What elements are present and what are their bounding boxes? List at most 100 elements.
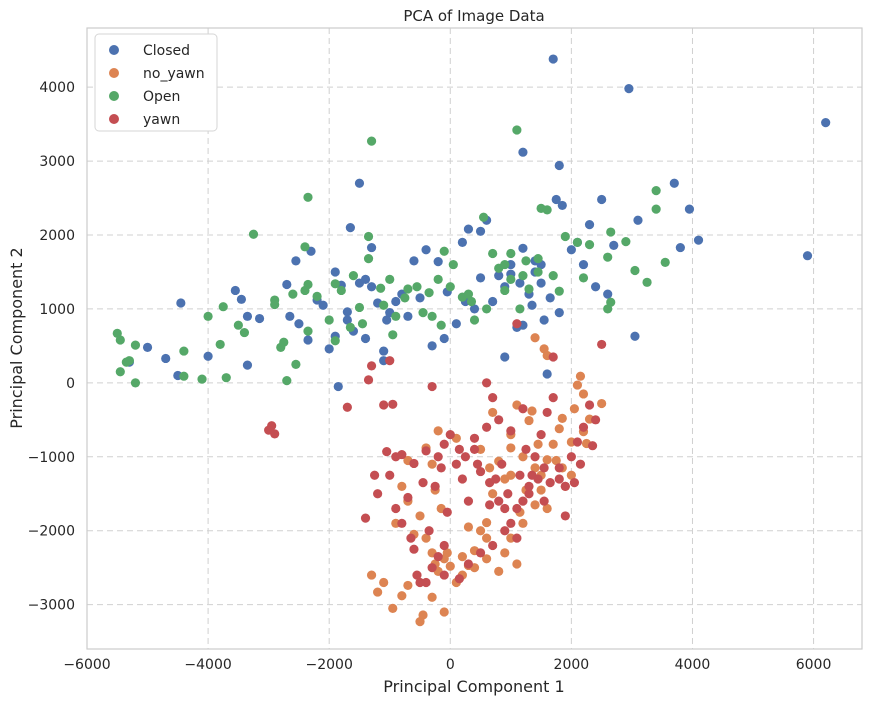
- data-point: [542, 455, 552, 465]
- legend-box: [94, 33, 218, 132]
- data-point: [603, 252, 613, 262]
- data-point: [539, 463, 549, 473]
- data-point: [539, 496, 549, 506]
- data-point: [354, 302, 365, 313]
- data-point: [521, 256, 531, 266]
- data-point: [418, 478, 428, 488]
- data-point: [660, 257, 670, 267]
- data-point: [430, 481, 440, 491]
- data-point: [391, 503, 401, 514]
- data-point: [242, 360, 253, 370]
- data-point: [500, 259, 510, 270]
- data-point: [291, 256, 301, 266]
- data-point: [606, 297, 616, 307]
- data-point: [115, 367, 125, 377]
- y-tick-label: −1000: [28, 450, 75, 466]
- data-point: [530, 463, 540, 473]
- data-point: [578, 389, 589, 399]
- data-point: [569, 404, 580, 414]
- data-point: [397, 518, 407, 528]
- data-point: [488, 540, 498, 551]
- data-point: [409, 256, 419, 266]
- data-point: [475, 548, 486, 558]
- data-point: [630, 331, 640, 341]
- data-point: [500, 285, 510, 296]
- data-point: [536, 278, 546, 288]
- data-point: [379, 300, 389, 310]
- data-point: [348, 271, 359, 281]
- legend-label: Open: [143, 89, 180, 105]
- data-point: [530, 452, 540, 462]
- data-point: [324, 315, 334, 325]
- y-axis-ticks: −3000 −2000 −1000 0 1000 2000 3000 4000: [28, 80, 75, 614]
- data-point: [821, 118, 831, 128]
- data-point: [415, 511, 425, 521]
- data-points: [112, 54, 831, 627]
- data-point: [463, 496, 474, 506]
- data-point: [475, 466, 486, 477]
- legend-marker: [109, 114, 119, 124]
- data-point: [366, 361, 377, 371]
- data-point: [469, 315, 480, 325]
- data-point: [566, 470, 576, 480]
- data-point: [533, 474, 543, 484]
- data-point: [478, 212, 489, 222]
- data-point: [248, 229, 259, 239]
- legend-label: Closed: [143, 43, 190, 59]
- data-point: [409, 458, 419, 469]
- data-point: [506, 443, 516, 453]
- data-point: [197, 374, 207, 384]
- data-point: [566, 452, 576, 462]
- data-point: [488, 489, 498, 499]
- data-point: [584, 240, 595, 250]
- data-point: [512, 125, 522, 135]
- data-point: [536, 430, 546, 440]
- data-point: [457, 237, 467, 247]
- data-point: [488, 393, 498, 403]
- data-point: [115, 335, 125, 345]
- data-point: [439, 607, 449, 617]
- data-point: [482, 304, 492, 314]
- data-point: [373, 489, 383, 499]
- data-point: [539, 315, 549, 325]
- data-point: [236, 294, 246, 304]
- legend-marker: [109, 91, 119, 101]
- y-axis-title: Principal Component 2: [7, 247, 26, 428]
- data-point: [403, 492, 413, 503]
- data-point: [445, 430, 455, 440]
- data-point: [506, 470, 516, 480]
- chart-title: PCA of Image Data: [403, 7, 544, 25]
- data-point: [472, 459, 483, 469]
- data-point: [548, 271, 558, 281]
- data-point: [442, 507, 452, 517]
- data-point: [575, 459, 586, 469]
- data-point: [373, 587, 383, 597]
- data-point: [488, 248, 498, 259]
- data-point: [524, 481, 534, 491]
- data-point: [433, 452, 443, 462]
- data-point: [385, 470, 395, 480]
- data-point: [239, 327, 250, 338]
- plot-frame: [86, 27, 863, 650]
- data-point: [433, 274, 443, 284]
- data-point: [357, 319, 368, 329]
- data-point: [436, 463, 446, 473]
- data-point: [500, 352, 510, 362]
- x-axis-ticks: −6000 −4000 −2000 0 2000 4000 6000: [63, 657, 831, 673]
- data-point: [482, 422, 492, 432]
- data-point: [254, 313, 265, 324]
- grid: [86, 28, 862, 649]
- data-point: [288, 289, 298, 299]
- data-point: [506, 518, 516, 528]
- data-point: [360, 513, 371, 523]
- data-point: [406, 533, 416, 543]
- data-point: [463, 559, 474, 569]
- legend-marker: [109, 45, 119, 55]
- data-point: [457, 551, 467, 562]
- data-point: [512, 319, 522, 329]
- data-point: [363, 254, 374, 264]
- data-point: [533, 267, 543, 277]
- data-point: [451, 319, 461, 329]
- data-point: [279, 337, 289, 347]
- data-point: [572, 380, 583, 390]
